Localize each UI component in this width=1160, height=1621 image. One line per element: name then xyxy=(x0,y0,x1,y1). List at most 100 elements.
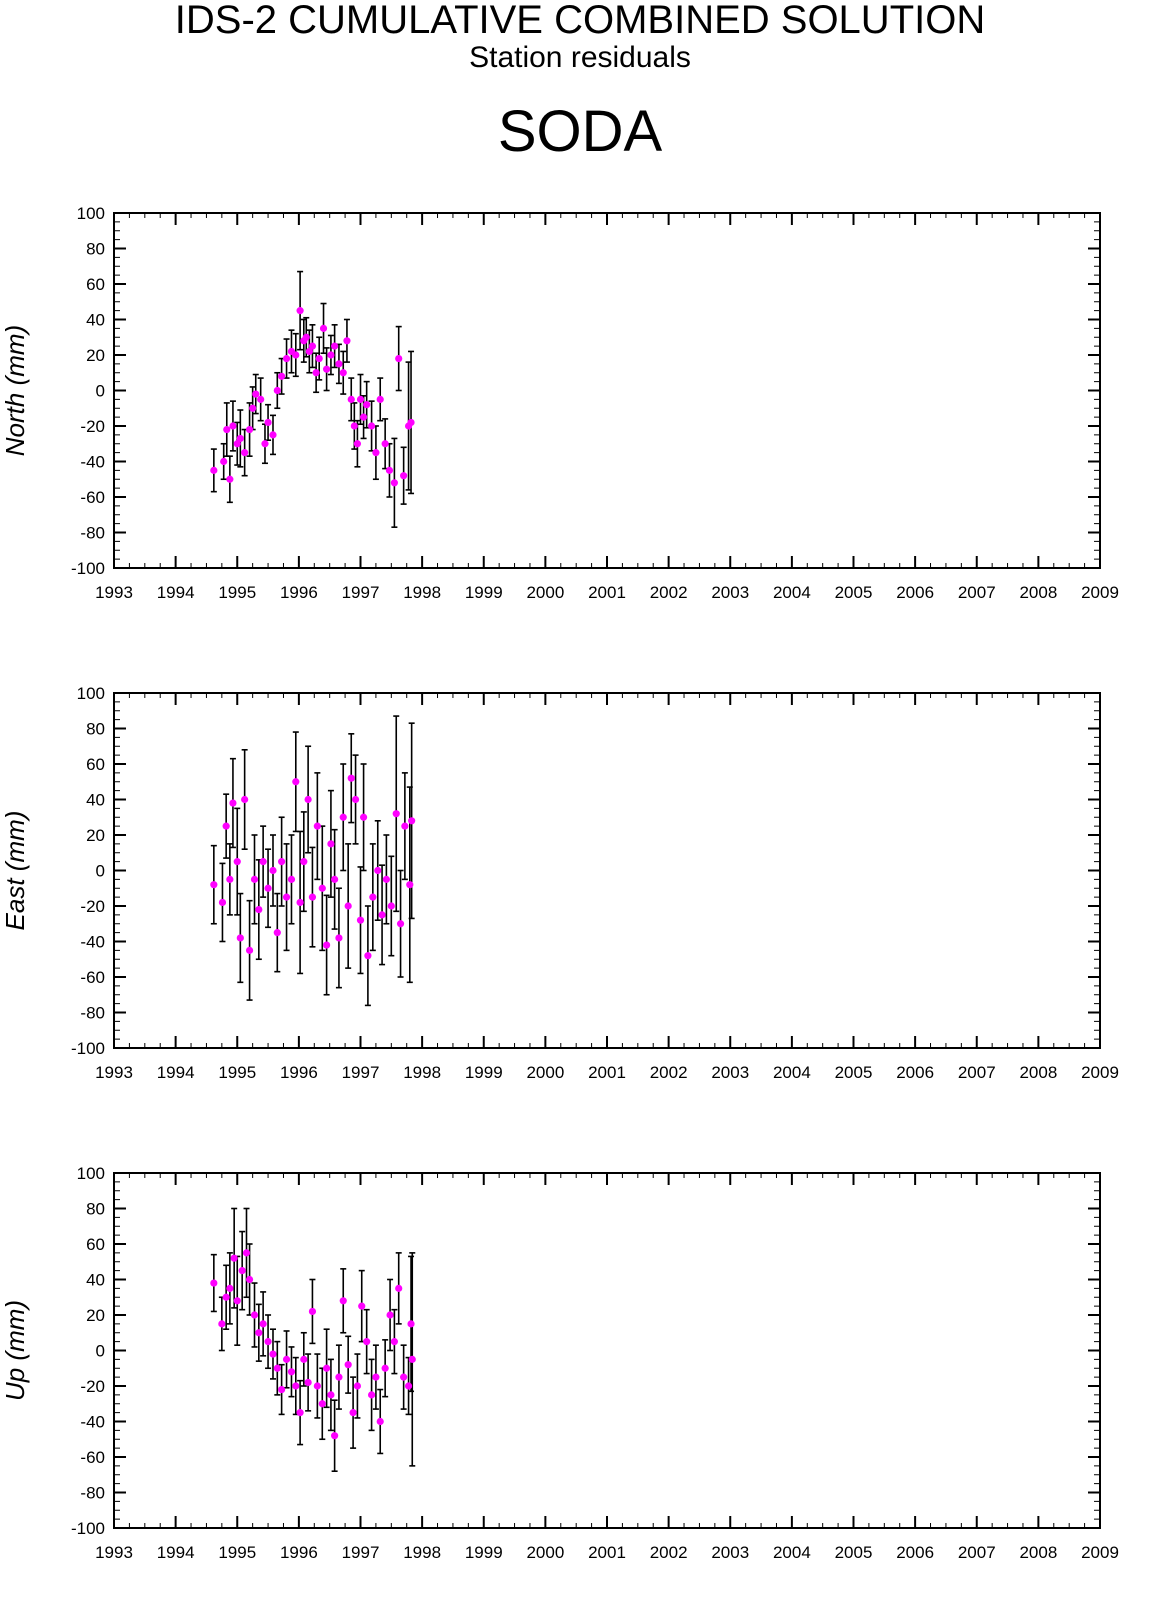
data-point xyxy=(226,475,234,483)
data-point xyxy=(218,1320,226,1328)
up-data-series xyxy=(210,1207,416,1473)
x-tick-label: 2007 xyxy=(958,583,996,602)
x-tick-label: 1996 xyxy=(280,583,318,602)
data-point xyxy=(252,390,260,398)
data-point xyxy=(264,418,272,427)
y-tick-label: 100 xyxy=(77,1164,105,1183)
data-point xyxy=(241,449,249,457)
east-x-ticks xyxy=(113,693,1101,1048)
data-point xyxy=(255,1329,263,1337)
data-point xyxy=(245,946,254,954)
x-tick-label: 1993 xyxy=(95,583,133,602)
y-tick-label: 20 xyxy=(86,1306,105,1325)
x-tick-label: 2004 xyxy=(773,1063,811,1082)
chart-title: IDS-2 CUMULATIVE COMBINED SOLUTION xyxy=(174,0,986,42)
data-point xyxy=(381,1364,389,1372)
data-point xyxy=(278,858,286,866)
data-point xyxy=(392,810,400,818)
data-point xyxy=(407,418,415,427)
data-point xyxy=(308,893,317,901)
data-point xyxy=(372,1373,380,1381)
east-data-series xyxy=(210,715,416,1007)
y-tick-label: 0 xyxy=(96,382,105,401)
data-point xyxy=(218,898,227,907)
data-point xyxy=(292,778,300,786)
y-tick-label: 20 xyxy=(86,826,105,845)
north-plot-frame xyxy=(113,212,1101,569)
east-residuals-chart: 1993 1994 1995 1996 1997 1998 1999 2000 2001 2002… xyxy=(0,684,1119,1082)
data-point xyxy=(408,1355,416,1363)
y-tick-label: 20 xyxy=(86,346,105,365)
x-tick-label: 1999 xyxy=(465,1543,503,1562)
data-point xyxy=(387,902,395,910)
y-tick-label: 60 xyxy=(86,1235,105,1254)
data-point xyxy=(323,1364,331,1372)
data-point xyxy=(282,354,291,363)
data-point xyxy=(273,1364,281,1372)
data-point xyxy=(308,1307,317,1316)
data-point xyxy=(363,401,371,409)
data-point xyxy=(335,360,343,368)
y-tick-label: -80 xyxy=(80,524,105,543)
data-point xyxy=(304,795,312,804)
x-tick-label: 1998 xyxy=(403,1543,441,1562)
data-point xyxy=(278,372,286,380)
data-point xyxy=(331,1432,339,1440)
data-point xyxy=(264,884,272,892)
x-tick-label: 2003 xyxy=(711,583,749,602)
data-point xyxy=(376,395,384,403)
data-point xyxy=(296,898,304,907)
x-tick-label: 2003 xyxy=(711,1543,749,1562)
data-point xyxy=(318,1400,326,1408)
x-tick-label: 2006 xyxy=(896,583,934,602)
data-point xyxy=(210,466,218,474)
data-point xyxy=(406,881,414,889)
data-point xyxy=(245,425,254,434)
data-point xyxy=(407,1320,415,1328)
data-point xyxy=(242,1249,251,1257)
y-tick-label: 0 xyxy=(96,1342,105,1361)
data-point xyxy=(343,337,351,345)
chart-subtitle: Station residuals xyxy=(469,41,691,74)
data-point xyxy=(313,1382,321,1390)
data-point xyxy=(335,934,343,942)
y-tick-label: 40 xyxy=(86,791,105,810)
x-tick-label: 1996 xyxy=(280,1063,318,1082)
y-tick-label: -40 xyxy=(80,1413,105,1432)
data-point xyxy=(250,875,259,883)
data-point xyxy=(363,1338,371,1346)
data-point xyxy=(305,347,313,356)
x-tick-label: 2007 xyxy=(958,1063,996,1082)
x-tick-label: 2009 xyxy=(1081,1063,1119,1082)
y-tick-label: 100 xyxy=(77,204,105,223)
data-point xyxy=(304,1378,312,1387)
data-point xyxy=(296,307,304,315)
x-tick-label: 2005 xyxy=(835,1063,873,1082)
x-tick-label: 1994 xyxy=(157,1063,195,1082)
x-tick-label: 2002 xyxy=(650,583,688,602)
data-point xyxy=(210,881,218,889)
data-point xyxy=(302,333,310,341)
data-point xyxy=(374,866,382,875)
y-tick-label: 80 xyxy=(86,1200,105,1219)
data-point xyxy=(401,822,409,830)
x-tick-label: 2009 xyxy=(1081,583,1119,602)
data-point xyxy=(259,858,267,866)
x-tick-label: 2000 xyxy=(526,583,564,602)
data-point xyxy=(292,1382,300,1390)
data-point xyxy=(339,813,347,821)
data-point xyxy=(269,866,277,875)
data-point xyxy=(318,884,326,892)
data-point xyxy=(245,1275,254,1284)
data-point xyxy=(315,354,323,363)
data-point xyxy=(359,413,368,421)
data-point xyxy=(327,1391,335,1399)
data-point xyxy=(323,365,331,373)
data-point xyxy=(344,902,352,910)
x-tick-label: 1998 xyxy=(403,583,441,602)
data-point xyxy=(350,422,358,430)
y-tick-label: -20 xyxy=(80,417,105,436)
y-tick-label: 100 xyxy=(77,684,105,703)
data-point xyxy=(229,422,237,430)
x-tick-label: 2004 xyxy=(773,583,811,602)
